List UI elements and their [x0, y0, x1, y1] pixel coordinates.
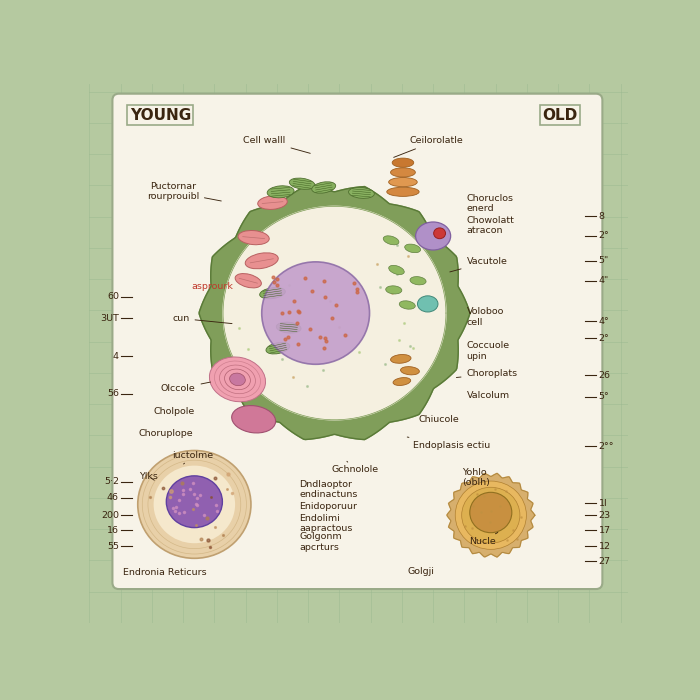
Text: Enidoporuur: Enidoporuur — [300, 501, 358, 510]
Text: Chowolatt
atracon: Chowolatt atracon — [466, 216, 514, 235]
Text: 16: 16 — [107, 526, 119, 535]
Text: 4°: 4° — [598, 316, 610, 326]
Text: Gchnolole: Gchnolole — [332, 461, 379, 474]
Ellipse shape — [289, 178, 315, 189]
Text: 3UT: 3UT — [100, 314, 119, 323]
Ellipse shape — [167, 476, 223, 528]
Ellipse shape — [386, 286, 402, 294]
Ellipse shape — [434, 228, 445, 239]
Text: 5·2: 5·2 — [104, 477, 119, 486]
Ellipse shape — [230, 373, 245, 386]
Text: OLD: OLD — [542, 108, 578, 122]
Text: Chiucole: Chiucole — [418, 415, 458, 424]
Ellipse shape — [410, 276, 426, 285]
Ellipse shape — [416, 222, 451, 250]
Ellipse shape — [245, 253, 278, 269]
Text: 4": 4" — [598, 276, 609, 285]
Text: Endolimi
aapractous: Endolimi aapractous — [300, 514, 353, 533]
Text: Choroplats: Choroplats — [456, 370, 518, 379]
Text: Endoplasis ectiu: Endoplasis ectiu — [407, 437, 490, 449]
Text: Golgonm
apcrturs: Golgonm apcrturs — [300, 533, 342, 552]
Text: 2°: 2° — [598, 232, 610, 241]
Ellipse shape — [138, 451, 251, 559]
Text: Voloboo
cell: Voloboo cell — [466, 307, 504, 326]
Text: 200: 200 — [101, 511, 119, 519]
Text: 2°: 2° — [598, 334, 610, 343]
Text: Choruplope: Choruplope — [139, 429, 193, 438]
Ellipse shape — [260, 288, 286, 299]
Text: asprourk: asprourk — [192, 282, 234, 291]
Text: 2°°: 2°° — [598, 442, 614, 451]
Ellipse shape — [232, 405, 276, 433]
Text: Nucle: Nucle — [469, 533, 498, 545]
Ellipse shape — [267, 186, 294, 198]
Ellipse shape — [209, 357, 265, 402]
Text: 56: 56 — [107, 389, 119, 398]
Text: Olccole: Olccole — [161, 382, 211, 393]
Ellipse shape — [258, 196, 287, 209]
Text: Puctornar
rourprouibl: Puctornar rourprouibl — [147, 182, 221, 202]
Ellipse shape — [312, 182, 336, 193]
Text: 8: 8 — [598, 211, 605, 220]
Ellipse shape — [349, 188, 375, 198]
Text: 55: 55 — [107, 542, 119, 551]
Ellipse shape — [276, 322, 301, 333]
Ellipse shape — [400, 367, 419, 375]
Ellipse shape — [238, 230, 270, 245]
Ellipse shape — [384, 236, 399, 245]
Text: 1l: 1l — [598, 499, 607, 508]
Text: 26: 26 — [598, 370, 610, 379]
Text: Cell walll: Cell walll — [244, 136, 310, 153]
Ellipse shape — [391, 168, 415, 177]
Text: Endronia Reticurs: Endronia Reticurs — [122, 568, 206, 578]
Text: Choruclos
enerd: Choruclos enerd — [466, 194, 514, 214]
Ellipse shape — [153, 466, 235, 543]
Text: Ceilorolatle: Ceilorolatle — [393, 136, 463, 158]
Ellipse shape — [262, 262, 370, 364]
Text: Cholpole: Cholpole — [154, 407, 195, 416]
Ellipse shape — [455, 481, 526, 550]
Text: 46: 46 — [107, 494, 119, 503]
Text: 27: 27 — [598, 556, 610, 566]
Ellipse shape — [387, 187, 419, 197]
Ellipse shape — [393, 377, 411, 386]
Text: Dndlaoptor
endinactuns: Dndlaoptor endinactuns — [300, 480, 358, 499]
Ellipse shape — [235, 274, 261, 288]
Polygon shape — [199, 187, 470, 440]
Text: cun: cun — [172, 314, 232, 323]
Text: 17: 17 — [598, 526, 610, 535]
Ellipse shape — [462, 487, 520, 543]
Ellipse shape — [266, 342, 290, 354]
Ellipse shape — [392, 158, 414, 167]
Text: Vacutole: Vacutole — [450, 258, 508, 272]
Text: 4: 4 — [113, 351, 119, 360]
Text: 5°: 5° — [598, 392, 610, 401]
Text: 23: 23 — [598, 511, 610, 519]
Ellipse shape — [470, 492, 512, 533]
Text: iuctolme: iuctolme — [172, 452, 214, 464]
Polygon shape — [447, 473, 535, 557]
Text: 5": 5" — [598, 256, 609, 265]
Ellipse shape — [389, 178, 417, 187]
Text: Coccuole
upin: Coccuole upin — [466, 341, 510, 360]
Text: Valcolum: Valcolum — [466, 391, 510, 400]
Ellipse shape — [417, 296, 438, 312]
Polygon shape — [223, 206, 446, 420]
Text: YOUNG: YOUNG — [130, 108, 191, 122]
Ellipse shape — [391, 354, 411, 363]
FancyBboxPatch shape — [113, 94, 603, 589]
Text: Ylks: Ylks — [139, 472, 158, 481]
Ellipse shape — [405, 244, 421, 253]
Ellipse shape — [399, 301, 415, 309]
Text: 12: 12 — [598, 542, 610, 551]
Text: 60: 60 — [107, 293, 119, 302]
Ellipse shape — [389, 265, 405, 274]
Text: Golgji: Golgji — [407, 567, 434, 576]
Text: Yohlo
(oblh): Yohlo (oblh) — [462, 468, 490, 487]
